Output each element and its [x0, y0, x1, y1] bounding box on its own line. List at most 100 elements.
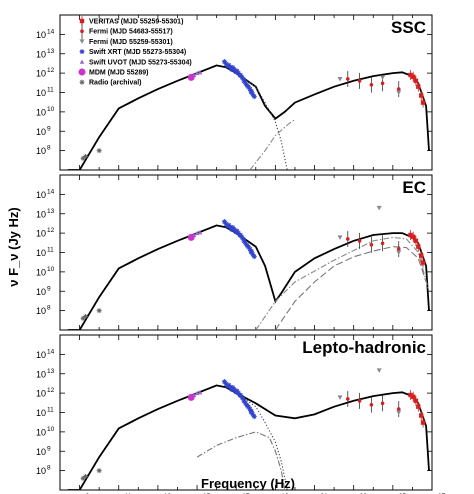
- legend-label: Fermi (MJD 54683-55517): [89, 29, 173, 36]
- legend: VERITAS (MJD 55259-55301) Fermi (MJD 5468…: [78, 16, 192, 87]
- fermi-point: [396, 407, 401, 411]
- veritas-point: [413, 78, 419, 84]
- swift-xrt-point: [223, 61, 229, 67]
- x-axis-label: Frequency (Hz): [201, 476, 295, 491]
- y-tick-label: 10: [36, 369, 46, 379]
- mdm-point: [187, 233, 195, 241]
- fermi-point: [369, 242, 374, 247]
- y-tick-label: 10: [36, 267, 46, 277]
- swift-xrt-point: [239, 234, 245, 240]
- swift-uvot-point: [79, 59, 85, 64]
- veritas-point: [411, 74, 416, 79]
- swift-xrt-point: [235, 70, 241, 76]
- panel-title: SSC: [391, 18, 426, 37]
- swift-xrt-point: [247, 406, 253, 412]
- y-tick-label-exponent: 11: [47, 407, 54, 414]
- model-curve-solid: [67, 64, 430, 170]
- swift-xrt-point: [235, 390, 241, 396]
- veritas-point: [408, 72, 413, 78]
- swift-xrt-point: [226, 222, 232, 228]
- y-tick-label-exponent: 8: [47, 145, 51, 152]
- veritas-point: [418, 93, 424, 98]
- y-tick-label-exponent: 9: [47, 125, 51, 132]
- y-tick-label-exponent: 14: [47, 28, 55, 35]
- model-curve-solid: [67, 224, 430, 330]
- fermi-upper-limit: [396, 90, 402, 95]
- fermi-upper-limit: [337, 235, 343, 240]
- y-tick-label: 10: [36, 209, 46, 219]
- swift-xrt-point: [248, 89, 254, 95]
- mdm-point: [78, 68, 86, 76]
- legend-label: Radio (archival): [89, 80, 142, 87]
- plot-area: [67, 368, 430, 490]
- veritas-point: [411, 234, 416, 239]
- y-tick-label: 10: [36, 107, 46, 117]
- fermi-upper-limit: [337, 76, 343, 82]
- y-tick-label-exponent: 10: [47, 426, 55, 433]
- veritas-point: [413, 398, 419, 404]
- swift-xrt-point: [245, 84, 251, 90]
- swift-xrt-point: [238, 72, 244, 78]
- swift-xrt-point: [250, 411, 256, 417]
- radio-point: [80, 315, 86, 321]
- swift-xrt-point: [245, 244, 251, 250]
- swift-xrt-point: [235, 230, 241, 236]
- swift-xrt-point: [243, 80, 249, 86]
- y-tick-label: 10: [36, 350, 46, 360]
- y-tick-label-exponent: 8: [47, 305, 51, 312]
- model-curve-dotted: [235, 72, 288, 170]
- swift-xrt-point: [231, 387, 237, 393]
- y-tick-label: 10: [36, 287, 46, 297]
- swift-xrt-point: [238, 232, 244, 238]
- veritas-point: [411, 394, 416, 399]
- swift-xrt-point: [230, 225, 236, 231]
- y-tick-label: 10: [36, 389, 46, 399]
- panel-title: Lepto-hadronic: [302, 338, 426, 357]
- y-tick-label: 10: [36, 248, 46, 258]
- y-tick-label-exponent: 10: [47, 266, 55, 273]
- veritas-point: [418, 253, 424, 258]
- swift-xrt-point: [226, 62, 232, 68]
- fermi-point: [380, 401, 385, 406]
- veritas-point: [79, 18, 85, 24]
- y-tick-label-exponent: 10: [47, 106, 55, 113]
- y-tick-label-exponent: 11: [47, 247, 54, 254]
- veritas-point: [416, 244, 421, 249]
- radio-point: [82, 153, 88, 159]
- fermi-upper-limit: [79, 39, 85, 44]
- model-curve-dashdot: [249, 119, 296, 170]
- model-curve-dashdot: [255, 236, 430, 330]
- swift-xrt-point: [239, 394, 245, 400]
- swift-xrt-point: [226, 382, 232, 388]
- y-tick-label: 10: [36, 127, 46, 137]
- veritas-point: [413, 238, 419, 244]
- swift-xrt-point: [251, 94, 257, 100]
- y-tick-label: 10: [36, 408, 46, 418]
- swift-xrt-point: [238, 392, 244, 398]
- plot-frame: [59, 334, 433, 491]
- swift-xrt-point: [223, 381, 229, 387]
- swift-xrt-point: [250, 251, 256, 257]
- mdm-point: [187, 393, 195, 401]
- y-tick-label-exponent: 14: [47, 348, 55, 355]
- y-tick-label: 10: [36, 30, 46, 40]
- model-curve-dashdot: [196, 431, 286, 490]
- y-tick-label-exponent: 13: [47, 48, 55, 55]
- swift-xrt-point: [221, 379, 227, 385]
- swift-uvot-point: [197, 390, 203, 395]
- fermi-point: [396, 87, 401, 91]
- swift-xrt-point: [243, 240, 249, 246]
- radio-point: [79, 79, 85, 85]
- veritas-point: [416, 84, 421, 89]
- radio-point: [80, 155, 86, 161]
- y-tick-label-exponent: 13: [47, 208, 55, 215]
- y-tick-label-exponent: 11: [47, 87, 54, 94]
- swift-xrt-point: [241, 78, 247, 84]
- swift-xrt-point: [223, 221, 229, 227]
- radio-point: [82, 313, 88, 319]
- legend-label: Swift UVOT (MJD 55273-55304): [89, 59, 192, 66]
- panel-3: 1091011101310151017101910211023102510271…: [36, 334, 446, 494]
- panel-title: EC: [402, 178, 426, 197]
